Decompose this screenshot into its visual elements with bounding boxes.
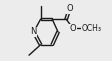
- Text: OCH₃: OCH₃: [81, 24, 101, 33]
- Text: N: N: [30, 27, 37, 36]
- Text: O: O: [66, 4, 73, 13]
- Text: O: O: [70, 24, 76, 33]
